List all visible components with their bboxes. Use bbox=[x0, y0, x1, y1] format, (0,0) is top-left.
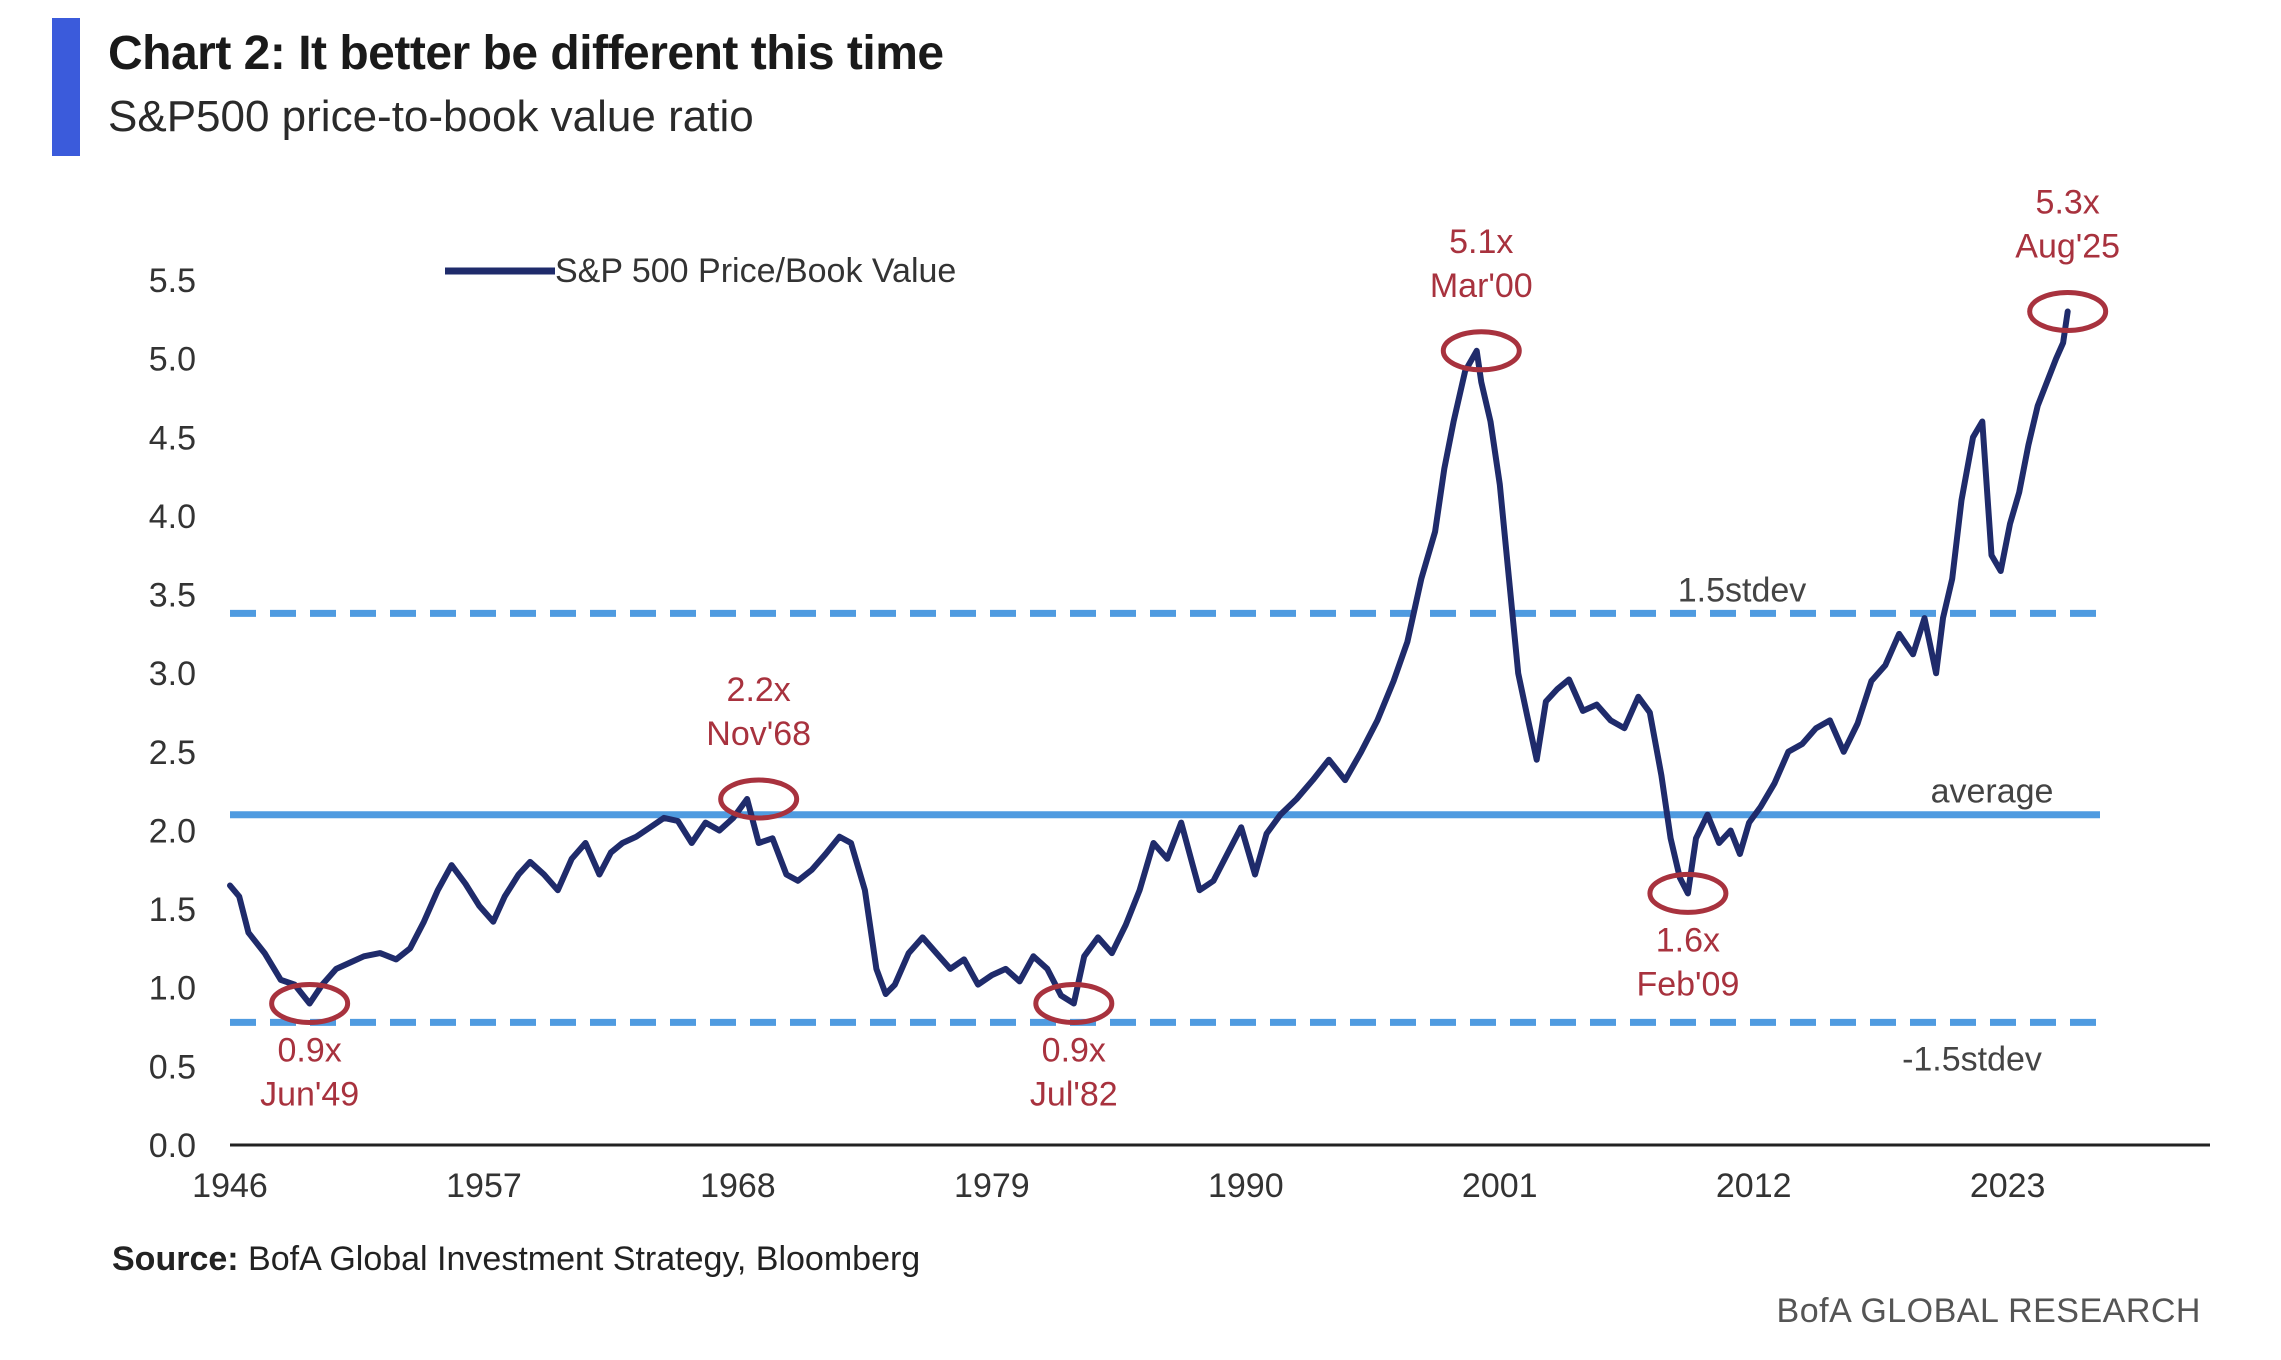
x-tick-label: 2001 bbox=[1462, 1167, 1538, 1205]
annotation-value: 0.9x bbox=[278, 1031, 342, 1069]
y-tick-label: 1.5 bbox=[149, 891, 196, 929]
source-text: BofA Global Investment Strategy, Bloombe… bbox=[248, 1240, 921, 1278]
y-tick-label: 5.5 bbox=[149, 262, 196, 300]
annotation-circle bbox=[1033, 981, 1115, 1025]
x-tick-label: 1957 bbox=[446, 1167, 522, 1205]
annotation-circle bbox=[718, 777, 800, 821]
annotation-value: 1.6x bbox=[1656, 921, 1720, 959]
annotation-value: 2.2x bbox=[727, 671, 791, 709]
source-label: Source: bbox=[112, 1240, 239, 1278]
y-tick-label: 1.0 bbox=[149, 970, 196, 1008]
x-tick-label: 1946 bbox=[192, 1167, 268, 1205]
annotation-value: 0.9x bbox=[1042, 1031, 1106, 1069]
y-tick-label: 0.5 bbox=[149, 1048, 196, 1086]
y-tick-label: 3.0 bbox=[149, 655, 196, 693]
chart-subtitle: S&P500 price-to-book value ratio bbox=[108, 92, 754, 141]
annotation-value: 5.1x bbox=[1449, 223, 1513, 261]
x-tick-label: 1990 bbox=[1208, 1167, 1284, 1205]
annotation-circle bbox=[1440, 329, 1522, 373]
legend-label: S&P 500 Price/Book Value bbox=[555, 252, 956, 290]
reference-line-label: -1.5stdev bbox=[1902, 1040, 2042, 1078]
annotation-date: Mar'00 bbox=[1430, 267, 1533, 305]
annotation-date: Feb'09 bbox=[1636, 965, 1739, 1003]
chart-title: Chart 2: It better be different this tim… bbox=[108, 27, 944, 80]
annotation-circle bbox=[1647, 871, 1729, 915]
source-note: Source: BofA Global Investment Strategy,… bbox=[112, 1240, 920, 1279]
y-tick-label: 5.0 bbox=[149, 341, 196, 379]
series-line-sp500-price-book bbox=[227, 308, 2071, 1007]
y-tick-label: 2.0 bbox=[149, 812, 196, 850]
reference-line-label: 1.5stdev bbox=[1678, 571, 1807, 609]
y-tick-label: 0.0 bbox=[149, 1127, 196, 1165]
annotation-date: Jun'49 bbox=[260, 1075, 359, 1113]
annotation-date: Jul'82 bbox=[1030, 1075, 1118, 1113]
reference-line-label: average bbox=[1931, 773, 2054, 811]
annotation-date: Aug'25 bbox=[2015, 227, 2120, 265]
annotation-value: 5.3x bbox=[2036, 183, 2100, 221]
y-tick-label: 3.5 bbox=[149, 577, 196, 615]
y-tick-label: 2.5 bbox=[149, 734, 196, 772]
y-tick-label: 4.0 bbox=[149, 498, 196, 536]
annotation-date: Nov'68 bbox=[706, 715, 811, 753]
x-tick-label: 2012 bbox=[1716, 1167, 1792, 1205]
y-tick-label: 4.5 bbox=[149, 419, 196, 457]
brand-label: BofA GLOBAL RESEARCH bbox=[1776, 1292, 2201, 1330]
x-tick-label: 1979 bbox=[954, 1167, 1030, 1205]
annotation-circle bbox=[2027, 289, 2109, 333]
x-tick-label: 1968 bbox=[700, 1167, 776, 1205]
x-tick-label: 2023 bbox=[1970, 1167, 2046, 1205]
annotation-circle bbox=[269, 981, 351, 1025]
header-accent-bar bbox=[52, 18, 80, 156]
